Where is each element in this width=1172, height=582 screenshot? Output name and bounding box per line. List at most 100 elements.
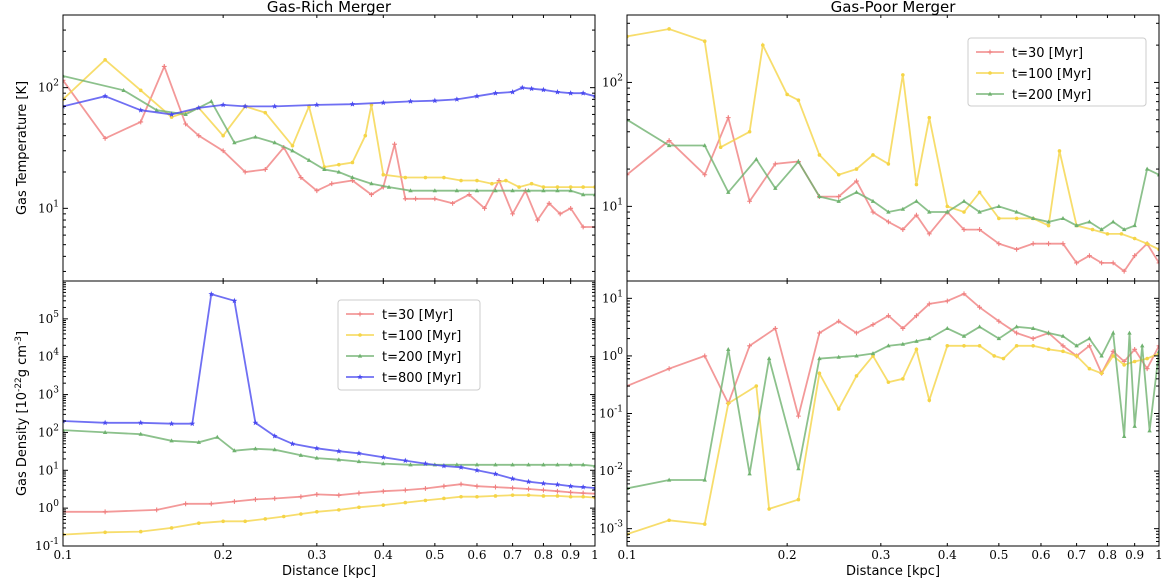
data-point	[1057, 149, 1062, 153]
data-point	[1046, 347, 1051, 352]
data-point	[754, 384, 759, 388]
data-point	[423, 486, 428, 491]
data-point	[509, 475, 516, 482]
legend-box	[967, 37, 1147, 107]
y-tick-label: 101	[38, 461, 59, 477]
data-point	[169, 438, 174, 443]
data-point	[315, 510, 319, 514]
data-point	[458, 481, 464, 487]
data-point	[555, 185, 560, 189]
data-point	[195, 104, 202, 111]
series-t200	[627, 117, 1159, 232]
data-point	[450, 200, 456, 206]
legend-box	[337, 299, 481, 391]
y-tick-label: 103	[38, 386, 59, 402]
data-point	[432, 97, 438, 104]
data-point	[666, 143, 672, 148]
data-point	[927, 398, 932, 403]
data-point	[281, 514, 286, 519]
data-point	[168, 420, 175, 427]
data-point	[474, 188, 480, 193]
legend: t=30 [Myr] t=100 [Myr] t=200 [Myr]	[967, 37, 1147, 107]
data-point	[1156, 343, 1159, 349]
data-point	[870, 322, 876, 327]
x-tick-label: 0.1	[53, 548, 72, 562]
data-point	[422, 460, 429, 467]
data-point	[510, 211, 515, 217]
data-point	[1110, 260, 1116, 266]
y-tick-label: 10-2	[599, 462, 623, 478]
series-line-t200	[63, 75, 595, 196]
data-point	[403, 175, 408, 180]
data-point	[196, 439, 202, 444]
data-point	[886, 343, 891, 348]
data-point	[369, 192, 374, 197]
y-tick-label: 104	[38, 348, 59, 364]
y-tick-label: 10-1	[599, 405, 623, 421]
x-tick-label: 0.5	[989, 548, 1008, 562]
data-point	[1099, 260, 1104, 266]
data-point	[992, 354, 996, 358]
data-point	[369, 181, 374, 186]
data-point	[766, 356, 772, 361]
data-point	[996, 241, 1002, 247]
data-point	[592, 192, 595, 197]
y-tick-label: 105	[38, 310, 59, 326]
legend-label: t=200 [Myr]	[1012, 88, 1091, 103]
data-point	[1030, 326, 1036, 331]
data-point	[568, 205, 574, 211]
data-point	[854, 189, 859, 194]
data-point	[977, 304, 982, 310]
data-point	[555, 494, 560, 498]
legend-label: t=800 [Myr]	[382, 371, 461, 386]
data-point	[836, 172, 841, 177]
series-line-t100	[63, 58, 595, 189]
panel-br: 0.1 0.2 0.3 0.4 0.5 0.6 0.7 0.8 0.9 1 10-3 10-2 10-1…	[599, 280, 1163, 579]
data-point	[183, 112, 188, 117]
data-point	[945, 343, 950, 348]
data-point	[567, 483, 574, 489]
data-point	[1144, 366, 1150, 372]
data-point	[747, 129, 752, 134]
legend-marker	[357, 311, 363, 317]
y-tick-label: 101	[602, 197, 623, 213]
panel-title: Gas-Poor Merger	[831, 0, 957, 16]
data-point	[1099, 227, 1104, 232]
data-point	[773, 185, 778, 190]
data-point	[1087, 366, 1092, 371]
data-point	[1074, 260, 1079, 266]
panel-tl: 101 102 Gas-Rich Merger Gas Temperature [K]	[15, 0, 596, 282]
data-point	[817, 153, 822, 157]
data-point	[504, 178, 508, 183]
data-point	[103, 58, 107, 62]
data-point	[243, 519, 247, 524]
y-tick-label: 100	[38, 499, 59, 515]
data-point	[272, 447, 277, 452]
data-point	[1145, 356, 1149, 361]
data-point	[1060, 215, 1066, 220]
data-point	[154, 107, 159, 112]
data-point	[836, 407, 841, 411]
data-point	[1121, 434, 1127, 439]
data-point	[1147, 428, 1152, 433]
x-tick-label: 0.9	[561, 548, 580, 562]
data-point	[854, 178, 859, 184]
data-point	[581, 494, 585, 499]
data-point	[726, 401, 731, 406]
data-point	[557, 211, 563, 217]
data-point	[1046, 219, 1051, 224]
data-point	[314, 188, 320, 194]
data-point	[329, 181, 335, 187]
data-point	[232, 140, 237, 145]
data-point	[272, 496, 278, 501]
data-point	[914, 347, 919, 352]
data-point	[231, 297, 238, 304]
data-point	[102, 509, 108, 515]
data-point	[772, 326, 778, 331]
data-point	[441, 462, 447, 469]
data-point	[1074, 354, 1079, 358]
data-point	[337, 508, 341, 512]
data-point	[796, 159, 801, 164]
data-point	[466, 192, 472, 197]
data-point	[474, 467, 480, 473]
